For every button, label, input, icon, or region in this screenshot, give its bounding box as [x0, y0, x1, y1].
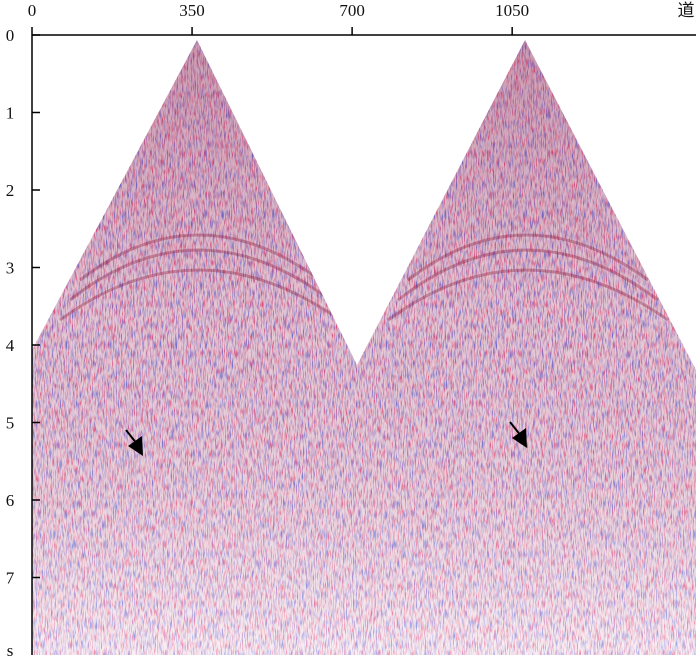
x-tick-label: 700 [339, 1, 365, 20]
y-tick-label: 1 [6, 104, 15, 123]
x-tick-label: 0 [28, 1, 37, 20]
arrow [125, 429, 143, 456]
y-tick-label: 3 [6, 259, 15, 278]
x-axis-label: 道 [678, 1, 695, 20]
y-tick-label: 7 [6, 569, 15, 588]
arrow [509, 421, 527, 448]
y-tick-label: 5 [6, 414, 15, 433]
x-tick-label: 1050 [495, 1, 529, 20]
y-tick-label: 2 [6, 181, 15, 200]
y-tick-label: 0 [6, 26, 15, 45]
y-tick-label: 4 [6, 336, 15, 355]
seismic-image [32, 40, 696, 655]
y-tick-label: 6 [6, 491, 15, 510]
y-axis-label: s [7, 641, 14, 660]
x-tick-label: 350 [179, 1, 205, 20]
